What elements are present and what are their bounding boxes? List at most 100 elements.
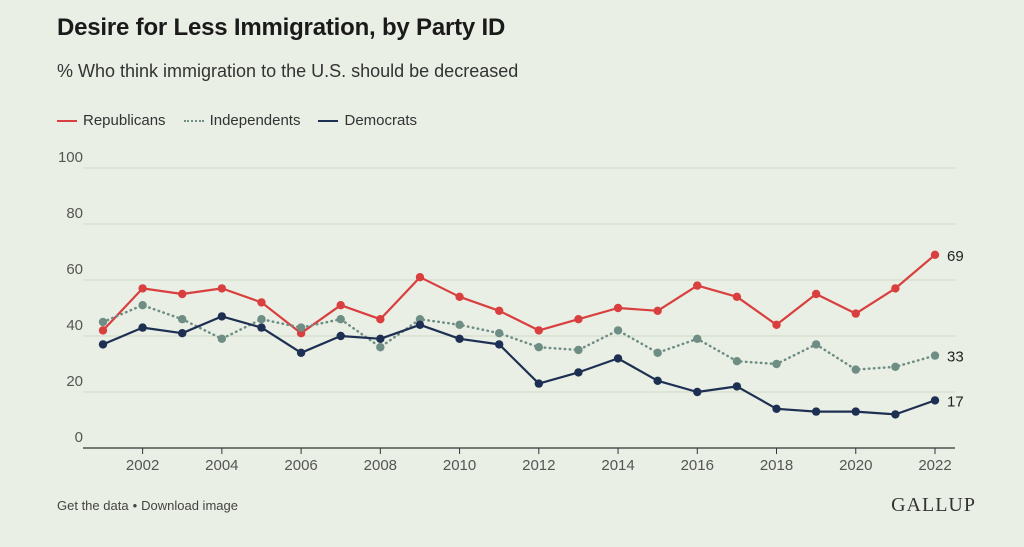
data-point-independents (613, 326, 623, 335)
x-tick-label: 2006 (284, 457, 317, 474)
data-point-independents (98, 317, 108, 327)
data-point-democrats (178, 329, 187, 338)
series-layer (98, 250, 940, 419)
end-label-independents: 33 (947, 349, 964, 366)
y-tick-label: 60 (66, 261, 83, 278)
data-point-democrats (772, 404, 781, 413)
data-point-independents (693, 334, 702, 343)
data-point-republicans (257, 298, 266, 307)
axis-layer: 0 20 40 60 80 100 2002 2004 2006 2008 2010 2012 2014… (58, 149, 955, 474)
data-point-independents (534, 343, 544, 352)
x-tick-label: 2002 (126, 457, 159, 474)
data-point-republicans (534, 326, 544, 335)
legend-swatch-independents (183, 119, 204, 122)
data-point-democrats (653, 376, 662, 385)
legend-item-independents: Independents (183, 112, 300, 129)
data-point-independents (336, 315, 345, 324)
data-point-independents (376, 343, 385, 352)
data-point-republicans (455, 292, 464, 301)
y-tick-label: 40 (66, 317, 83, 334)
gallup-logo: GALLUP (891, 494, 976, 516)
data-point-democrats (851, 407, 860, 416)
data-point-democrats (98, 340, 108, 349)
data-point-republicans (653, 306, 662, 315)
data-point-republicans (178, 289, 187, 299)
data-point-republicans (811, 289, 821, 299)
series-line-independents (101, 303, 937, 371)
x-tick-label: 2020 (839, 457, 872, 474)
chart-subtitle: % Who think immigration to the U.S. shou… (57, 61, 519, 81)
x-tick-label: 2018 (760, 457, 793, 474)
data-point-democrats (296, 348, 306, 357)
data-point-independents (494, 329, 504, 338)
end-label-democrats: 17 (947, 393, 964, 410)
y-tick-label: 20 (66, 373, 83, 390)
data-point-independents (217, 334, 227, 343)
data-point-independents (851, 365, 860, 374)
data-point-republicans (415, 273, 425, 282)
data-point-democrats (891, 410, 900, 419)
data-point-republicans (851, 309, 860, 318)
data-point-republicans (336, 301, 345, 310)
x-tick-label: 2014 (601, 457, 634, 474)
data-point-republicans (376, 315, 385, 324)
data-point-independents (891, 362, 900, 371)
x-tick-label: 2004 (205, 457, 238, 474)
data-point-democrats (376, 334, 385, 343)
data-point-independents (930, 351, 940, 360)
x-tick-label: 2008 (364, 457, 397, 474)
legend-swatch-democrats (318, 119, 339, 122)
series-line-democrats (101, 315, 937, 416)
data-point-democrats (257, 323, 266, 332)
legend-swatch-republicans (57, 119, 77, 122)
legend-label-democrats: Democrats (344, 112, 418, 129)
data-point-democrats (138, 323, 147, 332)
data-point-democrats (455, 334, 464, 343)
data-point-independents (574, 345, 583, 355)
data-point-independents (178, 315, 187, 324)
get-data-link[interactable]: Get the data (57, 498, 129, 513)
data-point-republicans (138, 284, 147, 293)
chart-legend: Republicans Independents Democrats (57, 112, 417, 129)
data-point-independents (296, 323, 306, 332)
data-point-democrats (415, 320, 425, 329)
data-point-republicans (574, 315, 583, 324)
y-tick-label: 80 (66, 205, 83, 222)
end-label-layer: 69 33 17 (947, 248, 964, 411)
data-point-independents (455, 320, 464, 329)
data-point-republicans (98, 326, 108, 335)
data-point-republicans (494, 306, 504, 315)
data-point-republicans (613, 303, 623, 313)
footer-separator: • (132, 498, 138, 513)
data-point-independents (811, 340, 821, 349)
download-image-link[interactable]: Download image (141, 498, 238, 513)
data-point-democrats (534, 379, 544, 388)
data-point-republicans (891, 284, 900, 293)
data-point-democrats (930, 396, 940, 405)
data-point-democrats (574, 368, 583, 377)
legend-item-republicans: Republicans (57, 112, 166, 129)
legend-label-republicans: Republicans (83, 112, 166, 129)
x-tick-label: 2016 (681, 457, 714, 474)
data-point-democrats (732, 382, 742, 391)
data-point-republicans (772, 320, 781, 329)
data-point-independents (257, 315, 266, 324)
data-point-republicans (930, 250, 940, 259)
data-point-republicans (693, 281, 702, 290)
chart-footer: Get the data • Download image (57, 498, 238, 513)
data-point-independents (653, 348, 662, 357)
series-line-republicans (101, 253, 937, 335)
data-point-independents (138, 301, 147, 310)
data-point-democrats (217, 312, 227, 321)
data-point-democrats (494, 340, 504, 349)
legend-item-democrats: Democrats (318, 112, 417, 129)
chart-title: Desire for Less Immigration, by Party ID (57, 14, 506, 41)
data-point-democrats (693, 387, 702, 397)
grid-layer (83, 167, 955, 393)
data-point-democrats (613, 354, 623, 363)
data-point-democrats (336, 331, 345, 341)
data-point-democrats (811, 407, 821, 416)
x-tick-label: 2022 (918, 457, 951, 474)
y-tick-label: 0 (75, 429, 83, 446)
